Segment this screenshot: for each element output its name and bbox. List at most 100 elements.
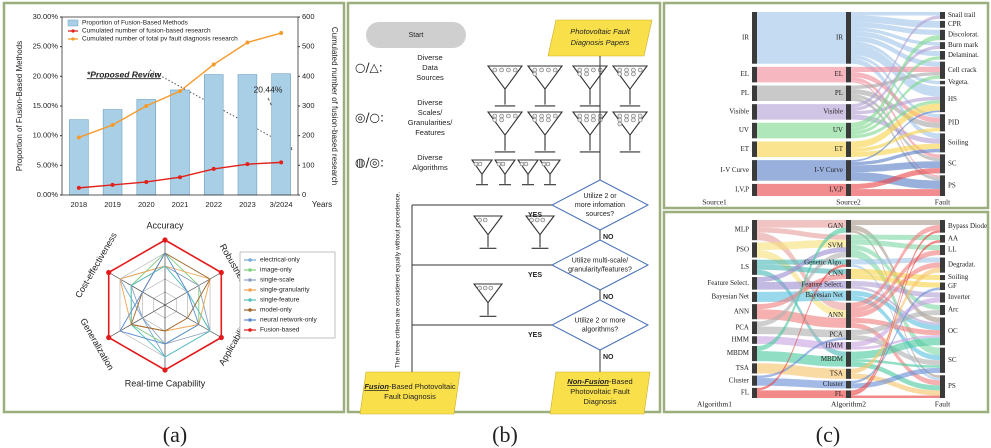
node-label: Feature Select. xyxy=(801,280,843,288)
column-label: Source2 xyxy=(836,198,861,207)
legend-text: Sources xyxy=(416,73,444,82)
output-emphasis: Fusion xyxy=(364,382,389,391)
output-emphasis: Non-Fusion xyxy=(567,377,609,386)
node xyxy=(940,12,945,19)
node-label: Cluster xyxy=(823,380,844,388)
node-label: PSO xyxy=(736,246,749,254)
figure: (a) (b) (c) 0.00%5.00%10.00%15.00%20.00%… xyxy=(0,0,991,448)
node xyxy=(940,154,945,173)
y2-tick-label: 100 xyxy=(302,160,315,169)
no-label: NO xyxy=(603,354,614,361)
x-tick-label: 2023 xyxy=(239,200,256,209)
x-tick-label: 2021 xyxy=(172,200,189,209)
radar-marker xyxy=(219,335,224,340)
glass-content xyxy=(618,122,622,126)
node-label: AA xyxy=(948,234,958,242)
legend-label: electrical-only xyxy=(260,257,300,264)
node-label: Inverter xyxy=(948,293,971,301)
node xyxy=(752,184,757,196)
node xyxy=(846,123,851,139)
decision-label: Utilize multi-scale/ xyxy=(572,257,628,264)
decision-label: sources? xyxy=(586,211,615,218)
y2-tick-label: 200 xyxy=(302,131,315,140)
legend-label: Cumulated number of total pv fault diagn… xyxy=(82,36,238,43)
legend-label: single-scale xyxy=(260,277,295,284)
y2-tick-label: 0 xyxy=(302,190,306,199)
node xyxy=(846,291,851,301)
bar xyxy=(103,110,122,195)
glass-content xyxy=(591,118,595,122)
line-marker xyxy=(144,104,148,108)
line-marker xyxy=(212,62,216,66)
glass-content xyxy=(585,114,589,118)
output-label: Photovoltaic Fault xyxy=(570,387,631,396)
yes-label: YES xyxy=(528,272,542,279)
glass-content xyxy=(578,114,582,118)
glass-content xyxy=(478,286,482,290)
node xyxy=(846,281,851,289)
glass-content xyxy=(546,118,550,122)
line-marker xyxy=(245,162,249,166)
glass-content xyxy=(578,118,582,122)
node-label: ET xyxy=(834,145,843,153)
y-tick-label: 20.00% xyxy=(33,71,59,80)
glass-content xyxy=(591,68,595,72)
node-label: GF xyxy=(948,282,957,290)
node xyxy=(940,21,945,28)
node-label: PID xyxy=(948,118,959,126)
node-label: TSA xyxy=(736,364,749,372)
legend-label: Cumulated number of fusion-based researc… xyxy=(82,28,211,35)
node xyxy=(846,85,851,101)
line-marker xyxy=(77,135,81,139)
note: The three criteria are considered equall… xyxy=(395,192,402,369)
legend-symbol: ◎/○: xyxy=(355,111,384,125)
glass-content xyxy=(585,68,589,72)
node-label: MBDM xyxy=(821,355,844,363)
node-label: EL xyxy=(740,70,749,78)
y2-tick-label: 400 xyxy=(302,71,315,80)
glass-content xyxy=(540,118,544,122)
glass-content xyxy=(638,114,642,118)
glass-content xyxy=(474,162,478,166)
node-label: Visible xyxy=(729,108,749,116)
glass-content xyxy=(631,68,635,72)
flow xyxy=(757,141,846,157)
node xyxy=(940,220,945,233)
y2-axis-label: Cumulated number of fusion-based researc… xyxy=(330,27,339,185)
node xyxy=(846,259,851,267)
legend-text: Scales/ xyxy=(418,108,444,117)
line-marker xyxy=(178,175,182,179)
glass-content xyxy=(638,68,642,72)
caption: (c) xyxy=(816,422,840,447)
glass-content xyxy=(625,72,629,76)
glass-icon xyxy=(613,112,647,152)
decision-label: algorithms? xyxy=(582,326,618,333)
legend-swatch xyxy=(248,318,252,322)
node-label: EL xyxy=(834,70,843,78)
node-label: Snail trail xyxy=(948,11,975,19)
y-axis-label: Proportion of Fusion-Based Methods xyxy=(15,41,24,171)
bar xyxy=(171,90,190,195)
line-marker xyxy=(178,89,182,93)
spoke xyxy=(109,305,165,338)
glass-content xyxy=(533,72,537,76)
x-tick-label: 2022 xyxy=(205,200,222,209)
node xyxy=(846,352,851,367)
radar-marker xyxy=(219,270,224,275)
node-label: Degradat. xyxy=(948,261,976,269)
glass-content xyxy=(478,162,482,166)
decision-label: Utilize 2 or more xyxy=(575,317,626,324)
legend-swatch xyxy=(68,20,78,26)
node-label: I,V,P xyxy=(735,186,749,194)
output-label: Diagnosis xyxy=(584,397,617,406)
node-label: UV xyxy=(739,126,749,134)
no-label: NO xyxy=(603,234,614,241)
node xyxy=(846,330,851,340)
yes-label: YES xyxy=(528,212,542,219)
glass-icon xyxy=(573,112,607,152)
spoke xyxy=(109,273,165,306)
caption: (a) xyxy=(163,422,187,447)
node xyxy=(940,348,945,373)
no-label: NO xyxy=(603,294,614,301)
glass-content xyxy=(506,68,510,72)
